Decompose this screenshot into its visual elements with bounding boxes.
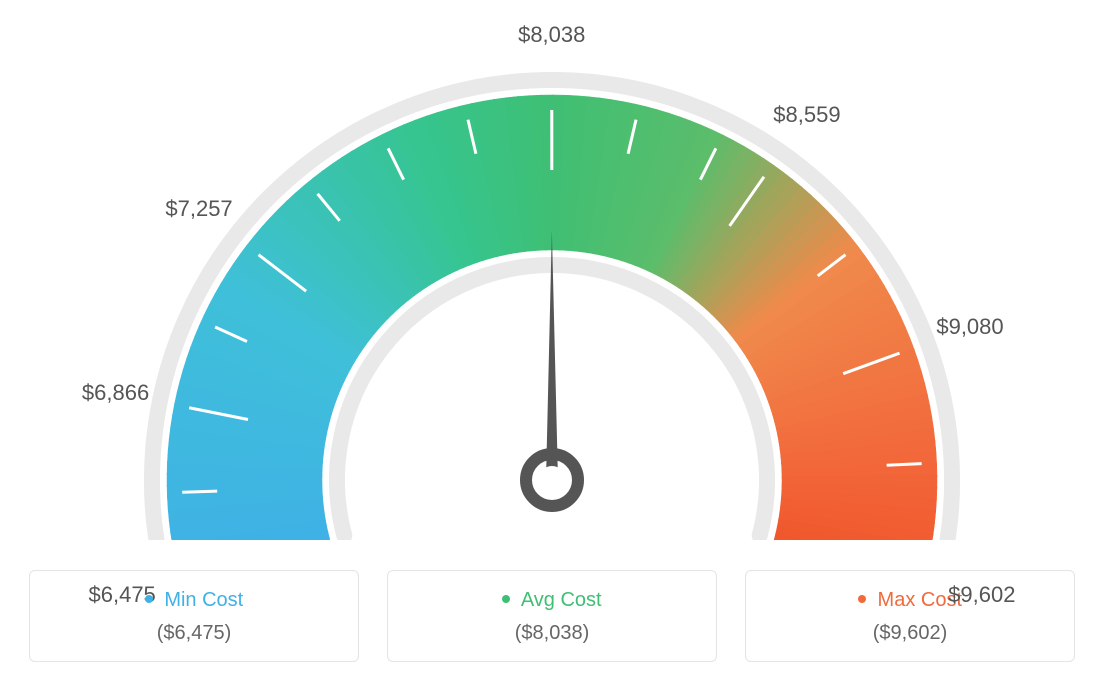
gauge-tick-label: $9,080: [936, 314, 1003, 340]
legend-card-avg: Avg Cost ($8,038): [387, 570, 717, 662]
gauge-tick-label: $8,038: [518, 22, 585, 48]
dot-avg-icon: [502, 595, 510, 603]
dot-min-icon: [145, 595, 153, 603]
cost-gauge: $6,475$6,866$7,257$8,038$8,559$9,080$9,6…: [20, 20, 1084, 540]
legend-card-max: Max Cost ($9,602): [745, 570, 1075, 662]
legend-title-avg-text: Avg Cost: [521, 589, 602, 611]
legend-title-max: Max Cost: [758, 589, 1062, 612]
legend-title-avg: Avg Cost: [400, 589, 704, 612]
legend-title-min-text: Min Cost: [164, 589, 243, 611]
gauge-tick-label: $6,866: [82, 380, 149, 406]
legend-card-min: Min Cost ($6,475): [29, 570, 359, 662]
legend-row: Min Cost ($6,475) Avg Cost ($8,038) Max …: [20, 570, 1084, 662]
gauge-tick-label: $7,257: [165, 196, 232, 222]
gauge-svg: [20, 20, 1084, 540]
legend-value-min: ($6,475): [42, 622, 346, 645]
gauge-tick-label: $9,602: [948, 582, 1015, 608]
legend-value-avg: ($8,038): [400, 622, 704, 645]
dot-max-icon: [858, 595, 866, 603]
legend-value-max: ($9,602): [758, 622, 1062, 645]
gauge-tick-label: $8,559: [773, 102, 840, 128]
